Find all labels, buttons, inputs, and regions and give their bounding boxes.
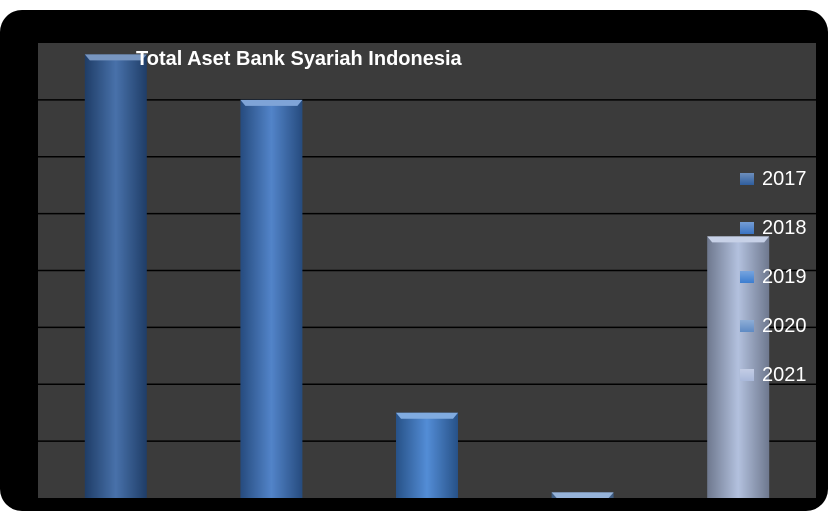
bar-top-2020: [551, 492, 614, 498]
bar-top-2019: [396, 412, 458, 419]
legend-swatch: [740, 320, 754, 332]
bars: [84, 54, 770, 498]
legend-label: 2020: [762, 315, 807, 337]
bar-top-2017: [84, 54, 147, 61]
bar-top-2021: [707, 236, 770, 243]
plot-area: [38, 43, 816, 498]
bar-2019: [396, 412, 458, 498]
gridlines: [38, 99, 816, 442]
legend-label: 2018: [762, 217, 807, 239]
legend-label: 2021: [762, 364, 807, 386]
chart-title: Total Aset Bank Syariah Indonesia: [136, 48, 462, 70]
bar-2018: [240, 99, 303, 498]
bar-top-2018: [240, 99, 303, 106]
legend-swatch: [740, 173, 754, 185]
bar-2017: [84, 54, 147, 498]
legend-swatch: [740, 369, 754, 381]
legend-swatch: [740, 271, 754, 283]
legend-swatch: [740, 222, 754, 234]
bar-2021: [707, 236, 770, 498]
legend-label: 2019: [762, 266, 807, 288]
chart-frame: Total Aset Bank Syariah Indonesia 2017 20…: [0, 10, 828, 511]
legend-label: 2017: [762, 168, 807, 190]
